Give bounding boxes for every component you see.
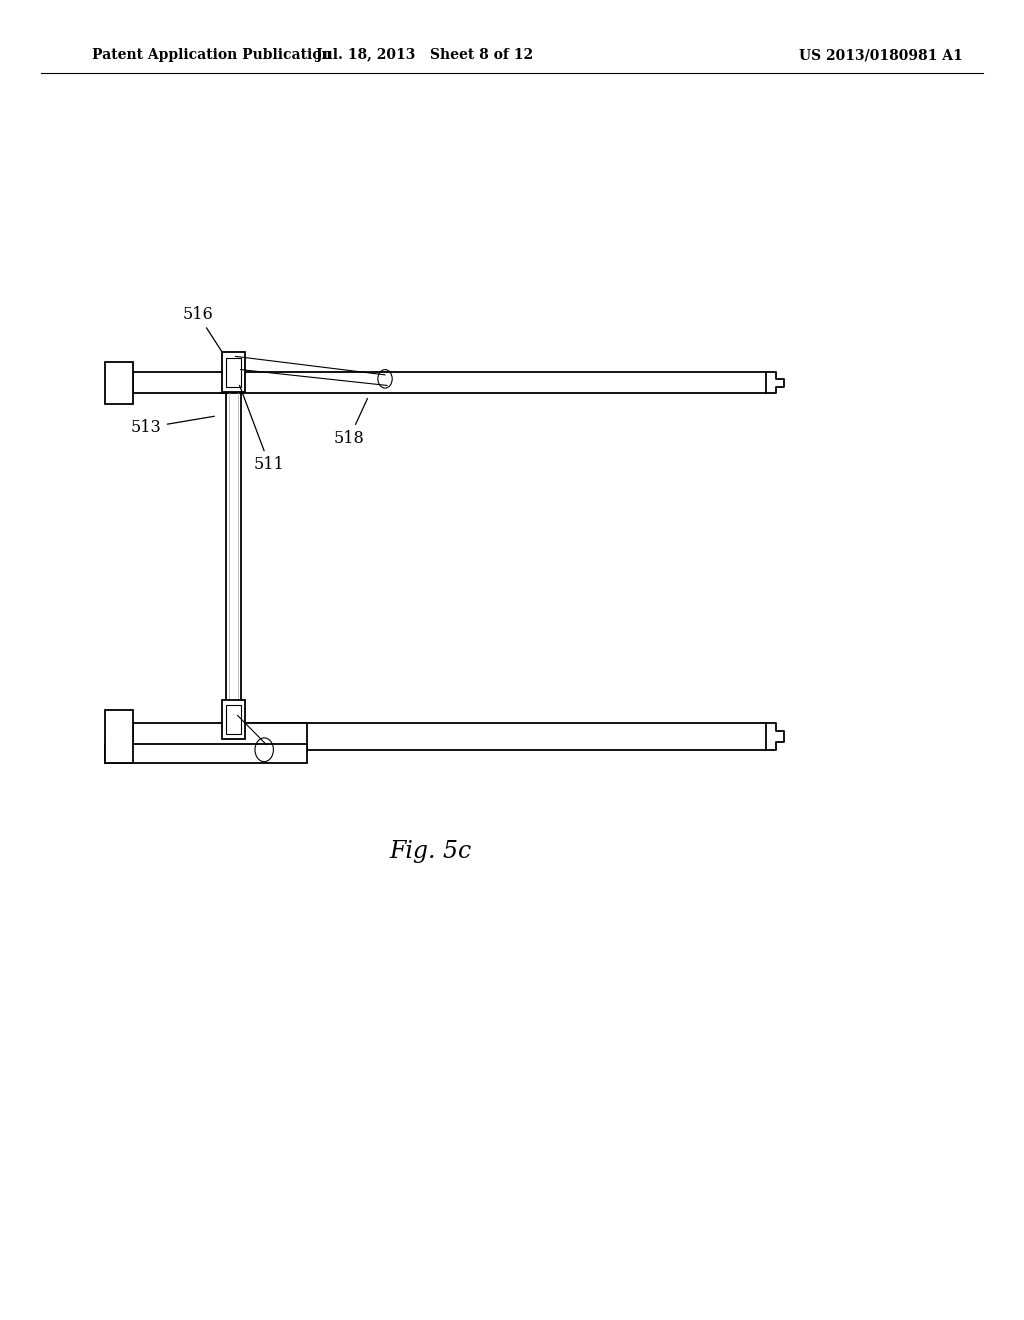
Bar [133,723,307,750]
Bar [226,705,241,734]
Bar [105,744,307,763]
Text: 513: 513 [131,416,214,436]
Text: 516: 516 [182,306,222,351]
Text: Fig. 5c: Fig. 5c [389,840,471,863]
Bar [105,710,133,763]
Text: US 2013/0180981 A1: US 2013/0180981 A1 [799,49,963,62]
Text: 511: 511 [240,385,285,473]
Bar [220,723,766,750]
Bar [105,362,133,404]
Bar [220,372,766,393]
Bar [222,352,245,392]
Text: 518: 518 [334,399,368,446]
Bar [133,372,223,393]
Bar [226,358,241,387]
Bar [222,700,245,739]
Text: Jul. 18, 2013   Sheet 8 of 12: Jul. 18, 2013 Sheet 8 of 12 [316,49,534,62]
Text: Patent Application Publication: Patent Application Publication [92,49,332,62]
